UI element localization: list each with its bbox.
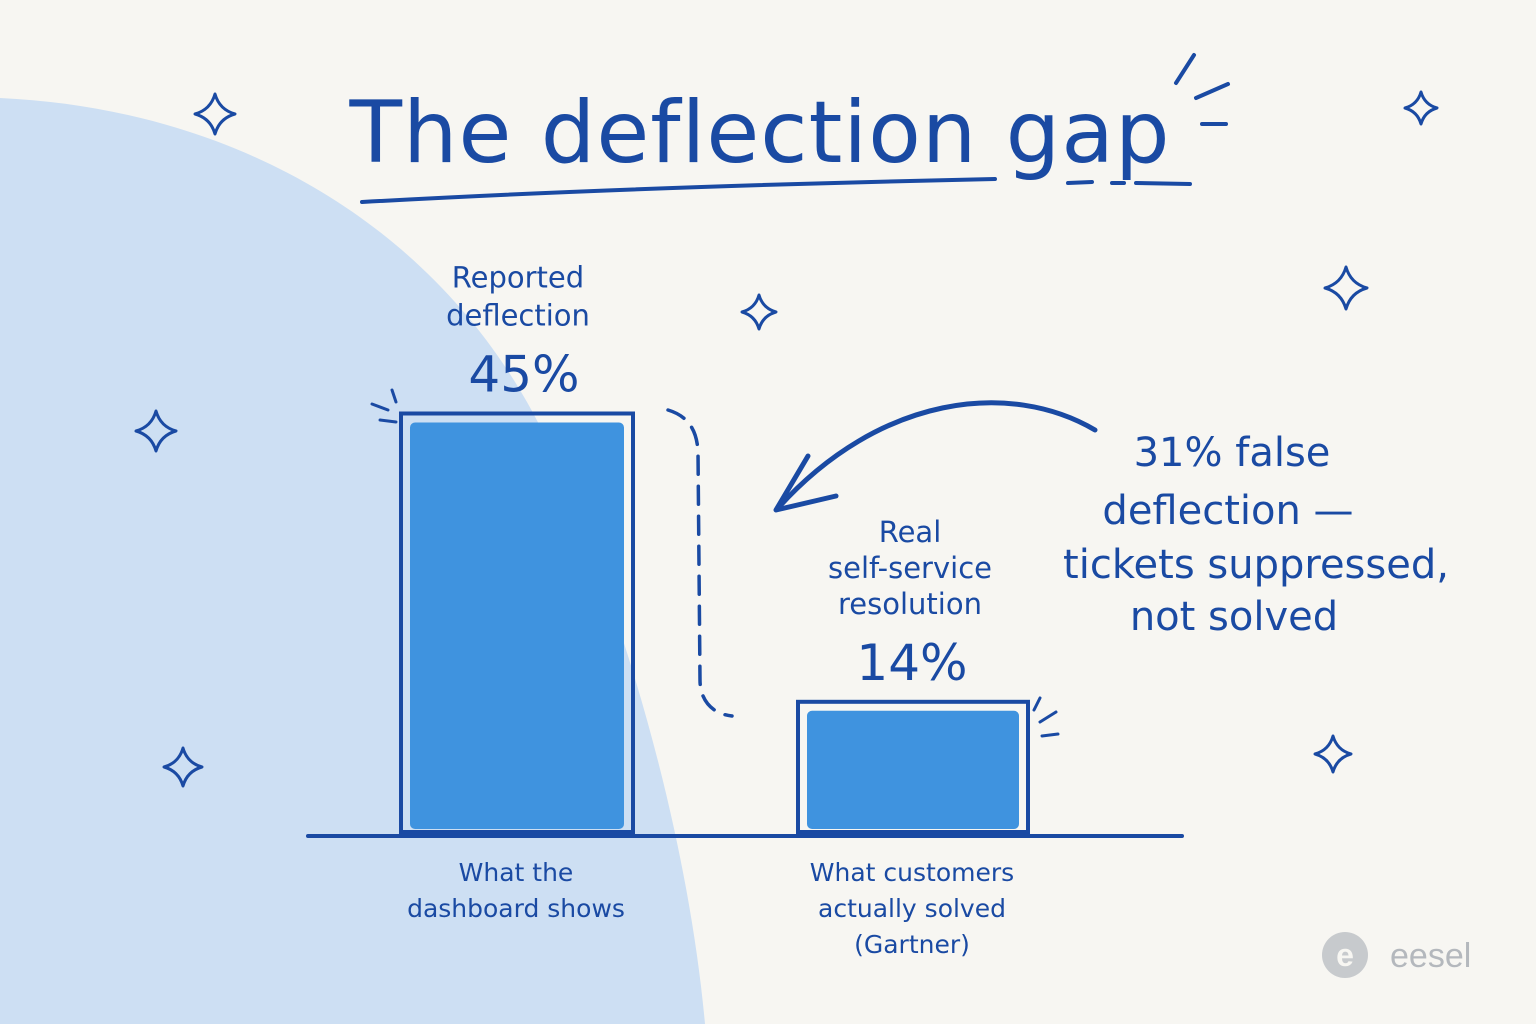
arrowhead [773,453,839,513]
sparkle-icon [193,92,237,136]
title-underline-dash-3 [1134,181,1192,186]
arrow-curve [775,400,1098,511]
title-underline-dash-1 [1066,180,1094,185]
title-accent-line-2 [1194,82,1230,100]
category-label: What the [459,858,574,887]
bar-header-label: self-service [828,551,992,585]
title-accent-line-1 [1174,53,1196,85]
sparkle-icon [1323,265,1369,311]
note-line-4: not solved [1130,594,1338,640]
bar-value-label: 14% [856,634,967,692]
bar-header-label: Real [879,515,942,549]
note-line-1: 31% false [1134,430,1331,476]
bar-value-label: 45% [468,346,579,404]
title-text: The deflection gap [348,83,1170,183]
eesel-logo: e eesel [1322,932,1471,978]
sparkle-icon [134,409,178,453]
emphasis-tick [1040,732,1060,738]
bar-outline [399,411,635,834]
arrow-icon [773,400,1098,513]
sparkles-decoration [134,90,1439,788]
bar-header-label: Reported [452,261,584,295]
emphasis-tick [1032,696,1042,712]
emphasis-tick [378,418,398,424]
category-label: What customers [810,858,1014,887]
sparkle-icon [740,293,778,331]
bar-outline [796,699,1030,834]
title-underline [360,177,997,204]
sparkle-icon [1403,90,1439,126]
category-label: actually solved [818,894,1006,923]
eesel-brand-name: eesel [1390,937,1471,975]
category-label: dashboard shows [407,894,625,923]
bar-header-label: deflection [446,299,590,333]
sparkle-icon [162,746,204,788]
note-line-2: deflection — [1102,488,1353,534]
note-line-3: tickets suppressed, [1063,542,1449,588]
bar-fill [410,422,624,829]
emphasis-tick [1038,710,1058,724]
eesel-logo-icon [1322,932,1368,978]
eesel-logo-letter: e [1336,937,1354,973]
sparkle-icon [1313,734,1353,774]
false-deflection-note: 31% false deflection — tickets suppresse… [1063,430,1449,640]
gap-bracket [666,408,734,718]
category-label: (Gartner) [854,930,970,959]
emphasis-tick [390,388,398,404]
bars-group: 45% Reported deflection What the dashboard s… [370,261,1060,959]
bar-fill [807,710,1019,829]
chart-title: The deflection gap [348,53,1230,204]
bar-header-label: resolution [838,587,982,621]
emphasis-tick [370,402,390,412]
